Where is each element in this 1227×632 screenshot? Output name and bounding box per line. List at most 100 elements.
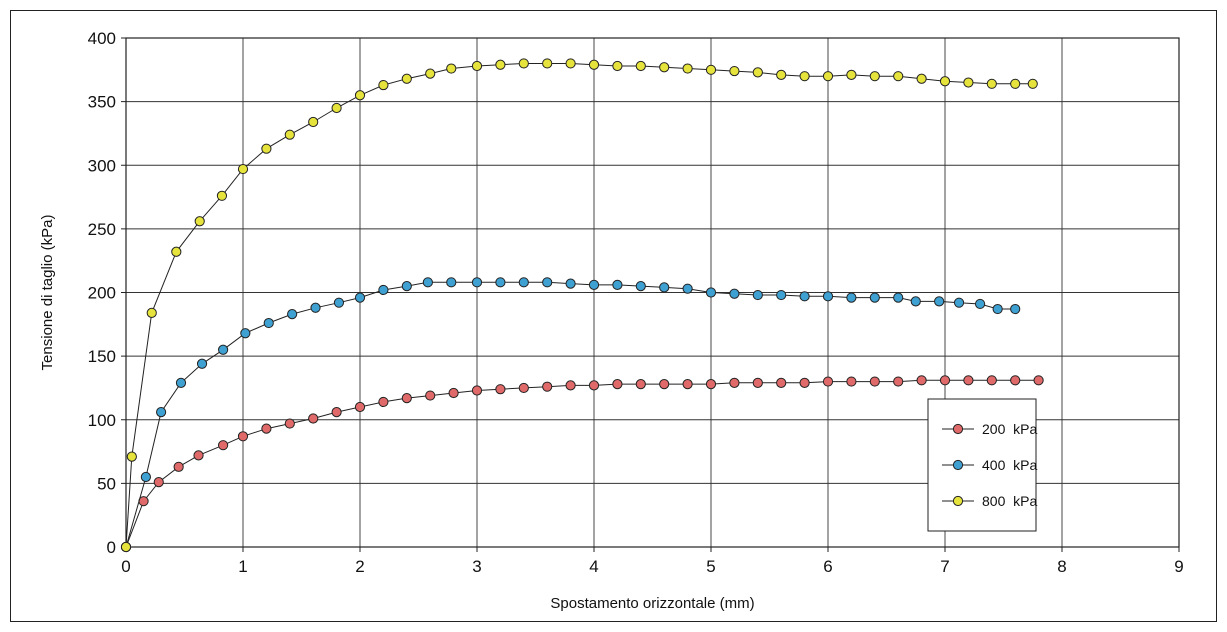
- y-tick-label: 200: [88, 284, 116, 303]
- data-point: [635, 281, 646, 292]
- data-point: [986, 375, 997, 386]
- x-tick-label: 8: [1057, 557, 1066, 576]
- data-point: [752, 67, 763, 78]
- legend-marker: [952, 495, 964, 507]
- data-point: [799, 291, 810, 302]
- data-point: [425, 68, 436, 79]
- y-tick-label: 300: [88, 156, 116, 175]
- data-point: [565, 278, 576, 289]
- data-point: [354, 401, 366, 413]
- data-point: [893, 292, 904, 303]
- data-point: [175, 377, 187, 388]
- data-point: [682, 283, 693, 294]
- data-point: [153, 477, 164, 488]
- data-point: [156, 407, 167, 418]
- data-point: [1033, 375, 1044, 386]
- data-point: [261, 423, 272, 434]
- data-point: [446, 277, 457, 288]
- data-point: [240, 328, 251, 339]
- y-tick-label: 0: [107, 538, 116, 557]
- x-tick-label: 4: [589, 557, 598, 576]
- data-point: [705, 379, 717, 390]
- data-point: [401, 281, 412, 292]
- x-tick-label: 1: [238, 557, 247, 576]
- x-tick-label: 5: [706, 557, 715, 576]
- data-point: [776, 377, 787, 388]
- data-point: [822, 291, 834, 302]
- data-point: [953, 297, 965, 308]
- data-point: [263, 317, 274, 329]
- data-point: [975, 298, 986, 310]
- data-point: [659, 62, 670, 73]
- y-axis-label: Tensione di taglio (kPa): [39, 215, 56, 371]
- data-point: [986, 78, 997, 89]
- data-point: [193, 450, 204, 461]
- x-tick-label: 0: [121, 557, 130, 576]
- data-point: [542, 277, 553, 288]
- y-tick-label: 350: [88, 93, 116, 112]
- data-point: [331, 102, 342, 114]
- data-point: [934, 296, 945, 307]
- shear-stress-chart: 0 1 2 3 4 5 6 7 8 9 0 50 100 150 200 250 300 350 400 Spost…: [10, 10, 1217, 622]
- data-point: [752, 377, 763, 388]
- data-point: [963, 77, 974, 88]
- data-point: [378, 79, 389, 91]
- data-point: [333, 297, 345, 308]
- data-point: [216, 190, 228, 201]
- data-point: [752, 289, 763, 301]
- data-point: [310, 302, 321, 313]
- series: [120, 58, 1044, 553]
- data-point: [1010, 303, 1021, 315]
- x-axis-label: Spostamento orizzontale (mm): [550, 595, 754, 612]
- data-point: [729, 288, 740, 299]
- legend-entry: 200 kPa: [982, 421, 1037, 437]
- data-point: [612, 379, 623, 390]
- y-tick-label: 250: [88, 220, 116, 239]
- data-point: [776, 289, 787, 301]
- data-point: [471, 385, 483, 396]
- x-tick-label: 7: [940, 557, 949, 576]
- data-point: [612, 279, 623, 290]
- data-point: [916, 375, 927, 386]
- data-point: [869, 71, 880, 82]
- data-point: [916, 73, 927, 84]
- data-point: [448, 387, 459, 399]
- data-point: [422, 277, 433, 288]
- data-point: [378, 396, 389, 408]
- data-point: [588, 59, 600, 70]
- data-point: [776, 69, 787, 81]
- data-point: [659, 282, 670, 293]
- y-tick-label: 50: [97, 474, 116, 493]
- data-point: [401, 73, 412, 84]
- data-point: [822, 376, 834, 387]
- data-point: [635, 379, 646, 390]
- series-2: [120, 58, 1038, 553]
- legend: 200 kPa 400 kPa 800 kPa: [927, 398, 1037, 532]
- data-point: [635, 60, 646, 72]
- data-point: [196, 358, 208, 369]
- y-tick-label: 150: [88, 347, 116, 366]
- data-point: [565, 380, 576, 391]
- data-point: [729, 377, 740, 388]
- data-point: [518, 58, 529, 69]
- chart-frame: 0 1 2 3 4 5 6 7 8 9 0 50 100 150 200 250 300 350 400 Spost…: [10, 10, 1217, 622]
- data-point: [495, 59, 506, 70]
- data-point: [354, 292, 366, 303]
- data-point: [287, 309, 298, 320]
- x-tick-label: 3: [472, 557, 481, 576]
- data-point: [140, 471, 151, 483]
- data-point: [308, 116, 319, 128]
- series-1: [120, 277, 1021, 553]
- data-point: [218, 344, 229, 355]
- data-point: [893, 71, 904, 82]
- data-point: [378, 284, 389, 296]
- x-tick-label: 2: [355, 557, 364, 576]
- legend-marker: [952, 459, 964, 471]
- data-point: [705, 64, 717, 75]
- legend-marker: [952, 423, 964, 435]
- data-point: [354, 90, 366, 101]
- data-point: [542, 381, 553, 392]
- data-point: [495, 277, 506, 288]
- data-point: [588, 380, 600, 391]
- data-point: [471, 277, 483, 288]
